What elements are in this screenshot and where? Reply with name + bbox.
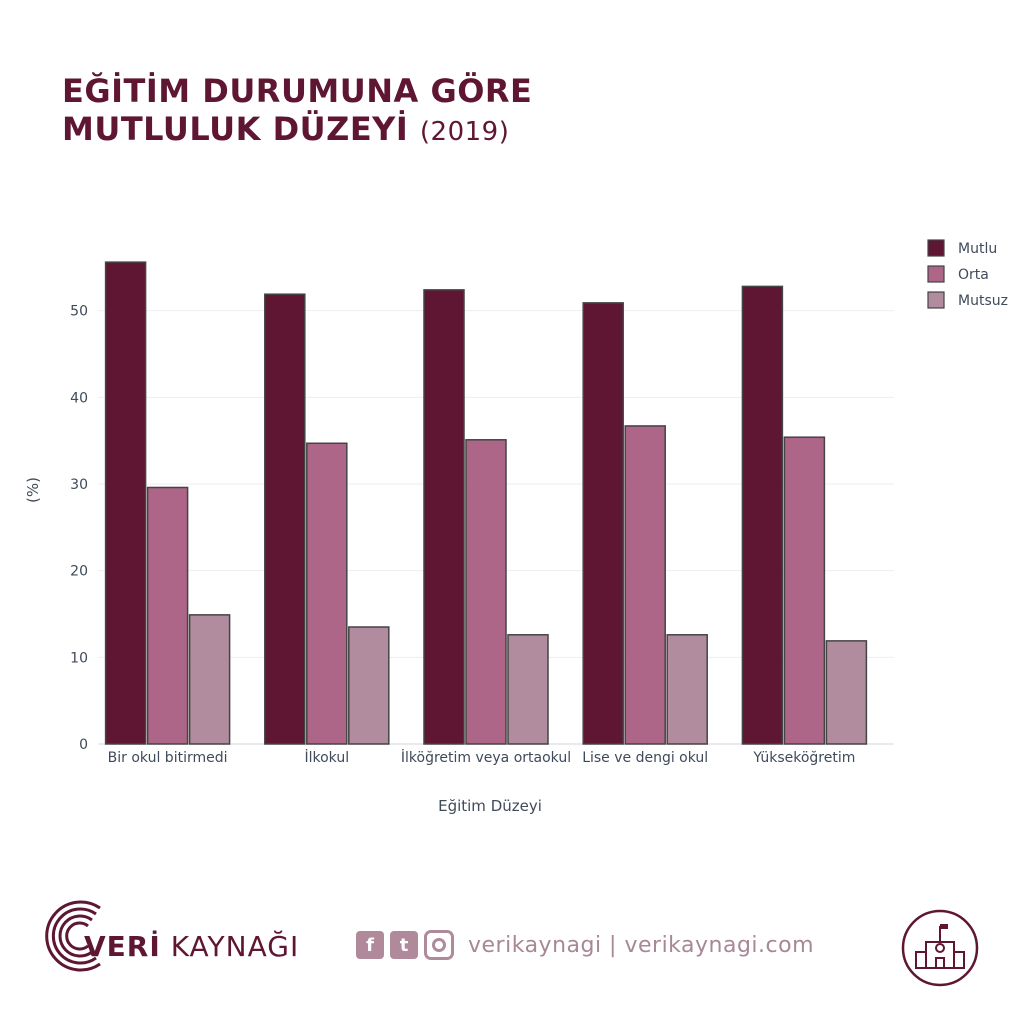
brand-name: VERİ KAYNAĞI (84, 930, 299, 963)
y-tick-label: 30 (70, 477, 88, 493)
x-tick-labels: Bir okul bitirmedi İlkokul İlköğretim veya… (108, 748, 856, 766)
legend-swatch (927, 265, 945, 283)
bar-mutlu (582, 302, 624, 745)
y-tick-labels: 0 10 20 30 40 50 (70, 304, 88, 753)
bar-mutsuz (666, 634, 708, 745)
school-icon (901, 909, 979, 987)
y-tick-label: 50 (70, 304, 88, 320)
page-title: EĞİTİM DURUMUNA GÖRE MUTLULUK DÜZEYİ (20… (62, 72, 532, 151)
title-year: (2019) (419, 117, 510, 147)
social-handle-text[interactable]: verikaynagi | verikaynagi.com (468, 932, 815, 958)
bar-mutsuz (507, 634, 549, 745)
bars (104, 261, 868, 745)
brand-name-rest: KAYNAĞI (170, 930, 300, 963)
y-tick-label: 40 (70, 390, 88, 406)
y-tick-label: 0 (79, 737, 88, 753)
legend-label: Mutsuz (958, 293, 1008, 309)
x-tick-label: Lise ve dengi okul (582, 750, 708, 766)
y-axis-label: (%) (24, 477, 42, 503)
x-tick-label: İlkokul (304, 748, 349, 766)
twitter-icon[interactable]: t (390, 931, 418, 959)
bar-mutsuz (825, 640, 868, 745)
bar-orta (146, 486, 189, 745)
title-line-2-text: MUTLULUK DÜZEYİ (62, 110, 409, 148)
brand-name-bold: VERİ (84, 930, 161, 963)
brand-logo-icon (45, 900, 101, 972)
legend-label: Orta (958, 267, 989, 283)
facebook-icon[interactable]: f (356, 931, 384, 959)
legend: Mutlu Orta Mutsuz (927, 239, 1008, 309)
legend-swatch (927, 291, 945, 309)
bar-orta (783, 436, 826, 745)
bar-mutsuz (348, 626, 390, 745)
bar-chart: 0 10 20 30 40 50 Bir okul bitirmedi İlkokul İlk… (24, 239, 1008, 815)
y-tick-label: 20 (70, 564, 88, 580)
x-tick-label: İlköğretim veya ortaokul (401, 748, 571, 766)
x-tick-label: Bir okul bitirmedi (108, 750, 228, 766)
bar-mutlu (104, 261, 147, 745)
title-line-1: EĞİTİM DURUMUNA GÖRE (62, 72, 533, 110)
bar-mutlu (264, 293, 306, 745)
social-links: f t verikaynagi | verikaynagi.com (356, 930, 814, 960)
bar-mutlu (741, 285, 784, 745)
x-tick-label: Yükseköğretim (752, 750, 855, 766)
bar-orta (624, 425, 666, 745)
bar-orta (306, 442, 348, 745)
bar-orta (465, 439, 507, 745)
bar-mutsuz (188, 614, 231, 745)
instagram-icon[interactable] (424, 930, 454, 960)
bar-mutlu (423, 289, 465, 745)
footer (0, 826, 1024, 1024)
legend-swatch (927, 239, 945, 257)
y-tick-label: 10 (70, 650, 88, 666)
legend-label: Mutlu (958, 241, 997, 257)
x-axis-label: Eğitim Düzeyi (438, 797, 542, 815)
title-line-2: MUTLULUK DÜZEYİ (2019) (62, 110, 532, 151)
